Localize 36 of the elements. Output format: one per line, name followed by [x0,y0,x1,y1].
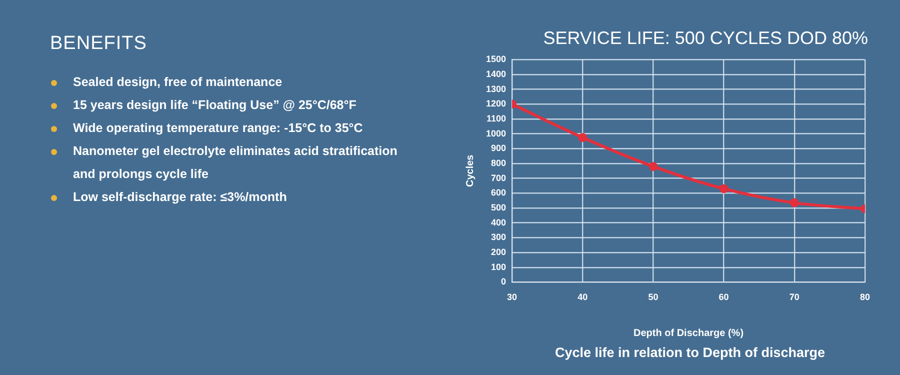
x-tick-label: 80 [860,292,870,302]
y-tick-label: 1400 [486,68,506,79]
y-tick-label: 300 [490,232,506,242]
text: BENEFITS [50,33,148,55]
y-tick-label: 800 [490,158,506,168]
chart-title: SERVICE LIFE: 500 CYCLES DOD 80% [543,28,868,48]
point [719,184,728,194]
y-tick-label: 1100 [486,113,506,124]
x-axis-title: Depth of Discharge (%) [634,328,744,339]
text: Low self-discharge rate: ≤3%/month [73,190,287,204]
x-tick-label: 40 [578,292,588,302]
point [578,133,588,142]
y-tick-label: 500 [490,202,506,212]
y-tick-label: 1000 [486,128,506,138]
text: 15 years design life “Floating Use” @ 25°C/68°F [73,98,356,112]
text: Sealed design, free of maintenance [73,75,282,89]
y-tick-label: 100 [490,262,506,272]
x-tick-label: 60 [718,292,729,302]
y-tick-label: 1200 [486,98,506,109]
y-tick-label: 1300 [486,84,506,94]
x-tick-label: 50 [648,292,658,302]
y-tick-label: 400 [490,217,506,228]
text: Cycle life in relation to Depth of discharge [554,345,826,360]
y-tick-label: 600 [490,188,506,198]
y-axis-title: Cycles [464,154,476,188]
text: Wide operating temperature range: -15°C to 35°C [73,121,363,135]
y-tick-label: 700 [490,172,506,183]
y-tick-label: 1500 [486,54,506,64]
point [790,198,799,208]
x-tick-label: 70 [789,292,800,302]
text: Nanometer gel electrolyte eliminates acid stratification and prolongs cycle life [73,144,398,181]
y-tick-label: 900 [490,143,506,154]
y-tick-label: 200 [490,247,506,258]
x-tick-label: 30 [507,292,518,302]
y-tick-label: 0 [501,276,506,287]
point [648,162,658,171]
